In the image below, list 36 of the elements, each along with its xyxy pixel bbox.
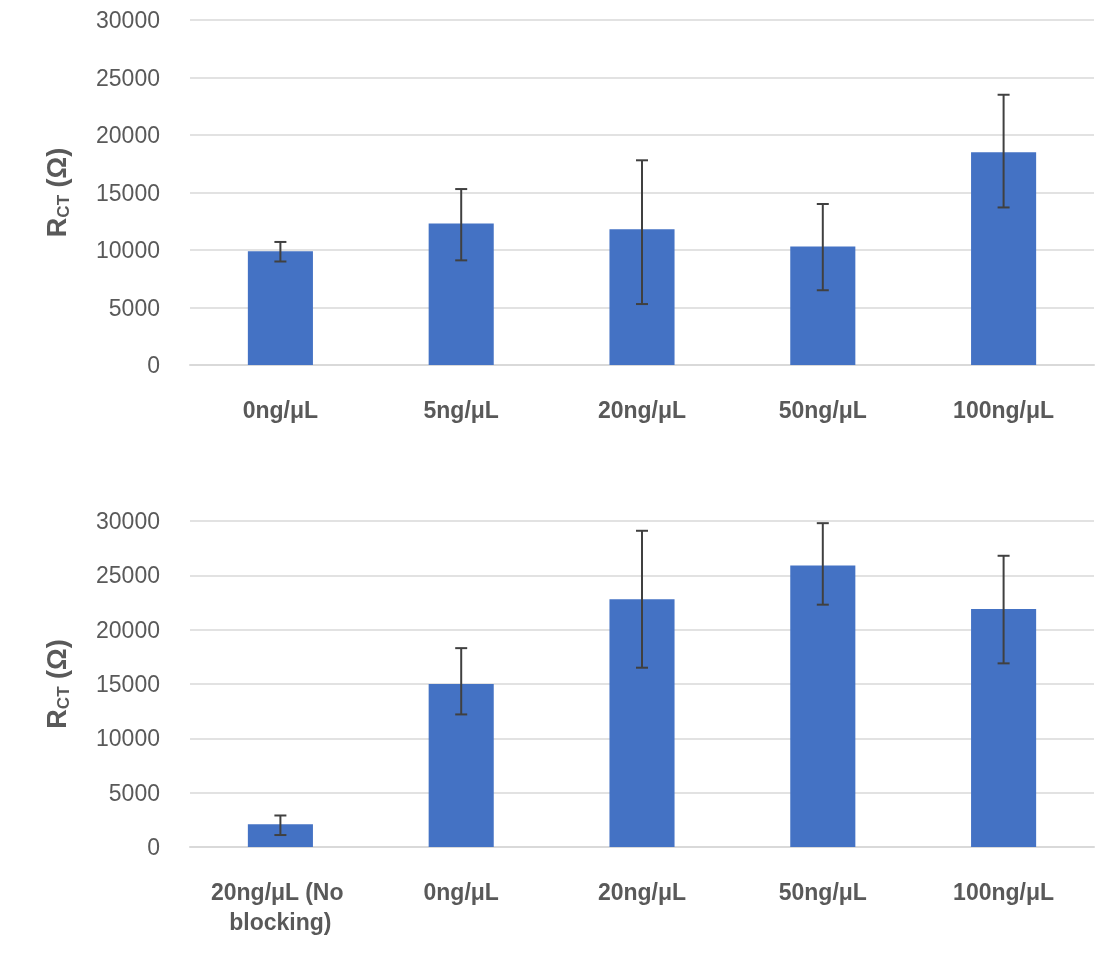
bar — [428, 684, 494, 847]
x-tick-label: 20ng/μL (No blocking) — [210, 879, 350, 935]
bar — [247, 251, 313, 365]
bar — [428, 223, 494, 365]
bar — [247, 824, 313, 847]
y-axis-title: RCT (Ω) — [41, 147, 73, 238]
y-tick-label: 30000 — [96, 7, 160, 33]
y-tick-label: 25000 — [96, 562, 160, 589]
y-tick-label: 15000 — [96, 671, 160, 697]
y-tick-label: 20000 — [96, 616, 160, 643]
bar — [790, 246, 856, 365]
y-tick-label: 5000 — [108, 779, 160, 806]
y-tick-label: 0 — [147, 834, 160, 860]
x-tick-label: 50ng/μL — [778, 879, 867, 905]
bar — [790, 565, 856, 847]
y-tick-label: 30000 — [96, 508, 160, 534]
bar — [609, 229, 675, 365]
y-tick-label: 5000 — [108, 294, 160, 321]
x-tick-label: 0ng/μL — [423, 879, 499, 905]
y-tick-label: 0 — [147, 352, 160, 378]
bar — [971, 152, 1037, 365]
x-tick-label: 20ng/μL — [597, 879, 687, 905]
y-tick-label: 10000 — [96, 237, 160, 263]
bar — [971, 609, 1037, 847]
bar — [609, 599, 675, 847]
y-tick-label: 25000 — [96, 64, 160, 91]
x-tick-label: 5ng/μL — [423, 397, 499, 423]
x-tick-label: 100ng/μL — [953, 397, 1055, 423]
x-tick-label: 100ng/μL — [953, 879, 1055, 905]
y-axis-title: RCT (Ω) — [41, 639, 73, 729]
y-tick-label: 20000 — [96, 122, 160, 148]
y-tick-label: 10000 — [96, 725, 160, 752]
x-tick-label: 50ng/μL — [778, 397, 867, 423]
x-tick-label: 20ng/μL — [597, 397, 687, 423]
x-tick-label: 0ng/μL — [242, 397, 319, 423]
y-tick-label: 15000 — [96, 179, 160, 206]
